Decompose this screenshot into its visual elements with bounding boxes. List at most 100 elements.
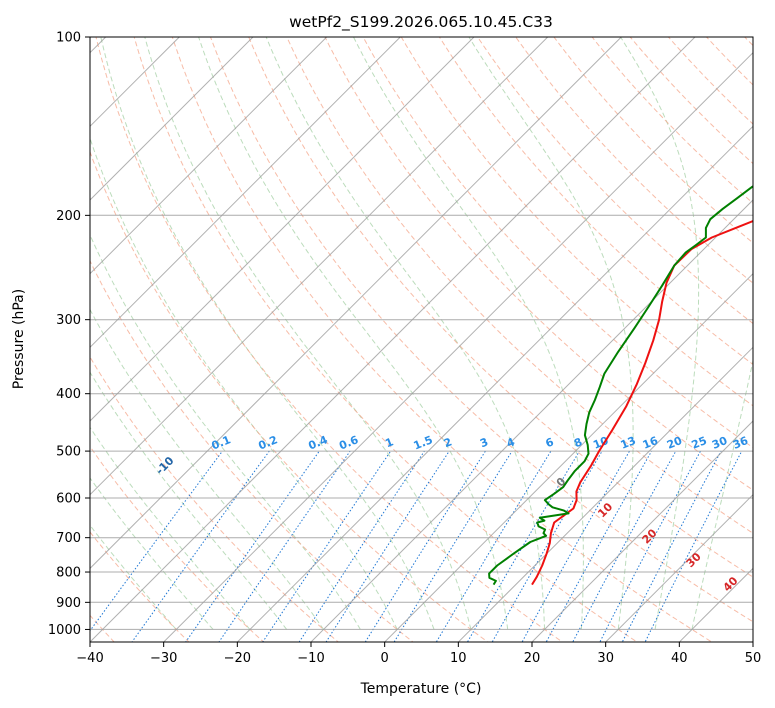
isotherm-line: [90, 37, 328, 275]
dry-adiabats: [90, 37, 753, 642]
y-axis: 1000 900 800 700 600 500 400 300 200 100: [48, 31, 90, 638]
moist-adiabat-line: [265, 37, 546, 630]
x-tick-label: 0: [381, 651, 389, 666]
isotherm-line: [162, 51, 753, 642]
isobar-gridlines: [90, 37, 753, 630]
x-tick-label: −20: [224, 651, 251, 666]
mixing-ratio-line: [491, 450, 603, 642]
y-tick-label: 200: [56, 209, 81, 224]
dry-adiabat-line: [171, 37, 713, 642]
mixing-ratio-line: [393, 450, 513, 642]
dry-adiabat-line: [286, 37, 753, 534]
y-tick-label: 1000: [48, 623, 81, 638]
mixing-ratio-label: 30: [710, 434, 729, 452]
skewed-isotherms: [90, 37, 753, 642]
mixing-ratio-line: [131, 450, 270, 642]
x-axis: −40 −30 −20 −10 0 10 20 30 40 50: [76, 642, 761, 666]
dry-adiabat-line: [324, 37, 753, 491]
y-tick-label: 700: [56, 531, 81, 546]
moist-adiabat-line: [620, 37, 700, 630]
mixing-ratio-label: 36: [731, 434, 750, 452]
mixing-ratio-label: 1: [383, 435, 395, 450]
isotherm-line: [90, 37, 696, 642]
x-tick-label: −30: [150, 651, 177, 666]
y-tick-label: 400: [56, 387, 81, 402]
x-tick-label: 30: [597, 651, 614, 666]
isotherm-line: [531, 420, 753, 642]
moist-adiabat-line: [198, 37, 509, 630]
mixing-ratio-line: [435, 450, 552, 642]
moist-adiabat-line: [90, 308, 324, 630]
mixing-ratio-line: [364, 450, 486, 642]
mixing-ratio-line: [644, 450, 743, 642]
y-tick-label: 100: [56, 31, 81, 46]
moist-adiabat-line: [691, 358, 753, 630]
plot-frame: [89, 36, 754, 643]
isotherm-line: [90, 37, 622, 570]
dry-adiabat-line: [90, 150, 489, 642]
mixing-ratio-label: 25: [690, 434, 709, 452]
mixing-ratio-line: [262, 450, 392, 642]
x-tick-label: 20: [524, 651, 541, 666]
dry-adiabat-line: [210, 37, 753, 623]
y-tick-label: 300: [56, 313, 81, 328]
mixing-ratio-line: [621, 450, 722, 642]
x-tick-label: −10: [297, 651, 324, 666]
moist-adiabat-line: [468, 37, 634, 630]
moist-adiabat-line: [353, 37, 584, 630]
y-axis-label: Pressure (hPa): [11, 289, 27, 389]
mixing-ratio-line: [185, 450, 320, 642]
moist-adiabat-line: [100, 37, 435, 630]
x-tick-label: 40: [671, 651, 688, 666]
mixing-ratio-line: [325, 450, 450, 642]
mixing-ratio-line: [545, 450, 653, 642]
mixing-ratio-label: 10: [591, 434, 610, 452]
dry-adiabat-line: [90, 259, 414, 642]
temperature-trace: [531, 219, 753, 586]
dry-adiabat-line: [90, 531, 190, 642]
mixing-ratio-line: [521, 450, 630, 642]
dry-adiabat-line: [515, 37, 753, 284]
isotherm-line: [383, 272, 753, 642]
mixing-ratio-label: 13: [619, 434, 638, 452]
mixing-ratio-label: 3: [478, 435, 490, 450]
moist-adiabat-line: [90, 233, 361, 630]
dry-adiabat-line: [248, 37, 753, 578]
y-tick-label: 900: [56, 596, 81, 611]
mixing-ratio-line: [218, 450, 351, 642]
dry-adiabat-line: [133, 37, 638, 642]
isotherm-line: [604, 493, 753, 642]
isotherm-line: [236, 125, 753, 642]
isotherm-line: [457, 346, 753, 642]
x-tick-label: 50: [745, 651, 762, 666]
isotherm-line: [90, 37, 401, 349]
dry-adiabat-line: [400, 37, 753, 407]
mixing-ratio-label: 8: [572, 435, 584, 450]
x-tick-label: 10: [450, 651, 467, 666]
chart-title: wetPf2_S199.2026.065.10.45.C33: [289, 13, 553, 32]
isotherm-line: [310, 199, 753, 642]
isotherm-line: [90, 37, 549, 496]
y-tick-label: 500: [56, 445, 81, 460]
dry-adiabat-line: [95, 37, 564, 642]
isotherm-line: [90, 37, 475, 422]
mixing-ratio-label: 16: [641, 434, 660, 452]
y-tick-label: 600: [56, 492, 81, 507]
moist-adiabats: [90, 37, 753, 630]
dry-adiabat-line: [591, 37, 753, 204]
mixing-ratio-label: 20: [665, 434, 684, 452]
dry-adiabat-line: [90, 356, 340, 642]
mixing-ratio-label: 2: [442, 435, 454, 450]
moist-adiabat-line: [90, 136, 398, 630]
dewpoint-trace: [488, 185, 753, 586]
dry-adiabat-line: [438, 37, 753, 366]
sounding-traces: [488, 185, 753, 586]
y-tick-label: 800: [56, 566, 81, 581]
isotherm-line: [90, 37, 254, 201]
x-tick-label: −40: [76, 651, 103, 666]
x-axis-label: Temperature (°C): [360, 681, 482, 697]
dry-adiabat-line: [90, 445, 265, 642]
dry-adiabat-line: [362, 37, 753, 449]
